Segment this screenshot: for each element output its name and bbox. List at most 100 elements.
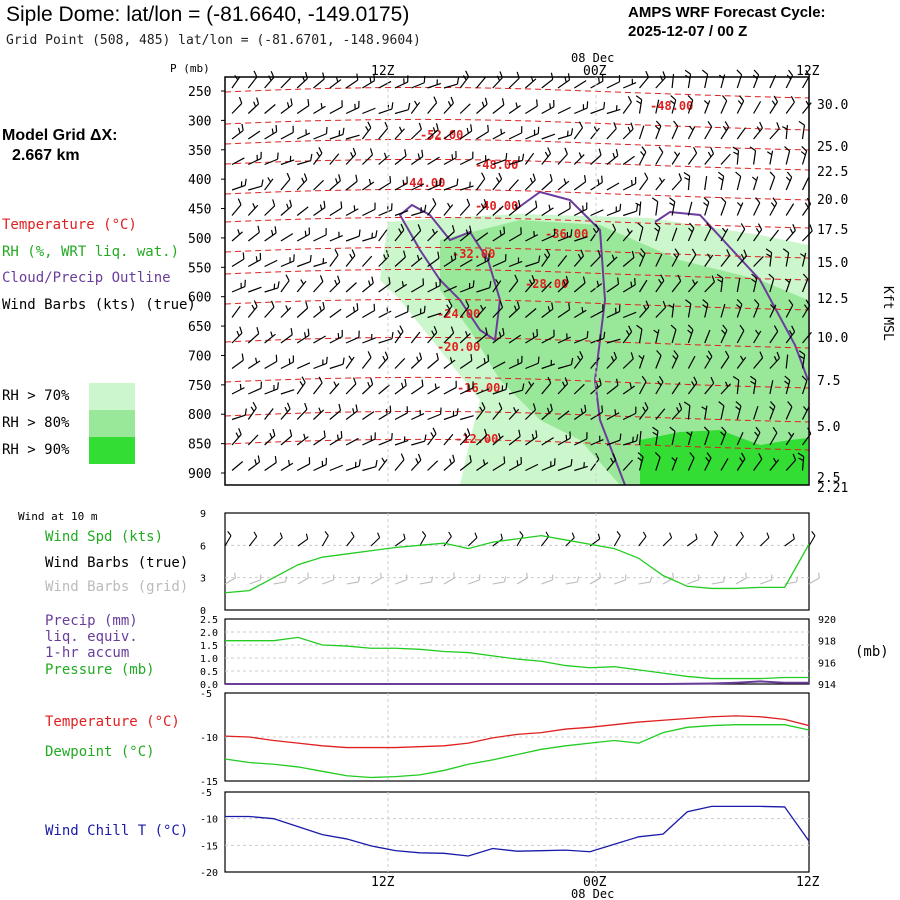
upper-wind-barb <box>735 401 742 420</box>
upper-wind-barb <box>638 146 647 165</box>
panel-tick-label: -15 <box>200 777 218 788</box>
upper-wind-barb <box>231 96 243 114</box>
upper-wind-barb <box>231 305 241 318</box>
upper-wind-barb <box>622 382 636 395</box>
pressure-tick-label: 450 <box>188 203 211 218</box>
wind-panel-frame <box>224 512 810 611</box>
upper-wind-barb <box>378 457 388 471</box>
upper-wind-barb <box>701 69 709 89</box>
upper-wind-barb <box>736 249 748 267</box>
upper-wind-barb <box>702 299 709 318</box>
upper-wind-barb <box>280 459 294 472</box>
upper-wind-barb <box>427 228 438 242</box>
upper-wind-barb <box>231 252 245 268</box>
upper-wind-barb <box>753 299 760 318</box>
upper-wind-barb <box>557 128 574 140</box>
upper-wind-barb <box>668 303 675 318</box>
upper-wind-barb <box>606 338 621 344</box>
upper-wind-barb <box>345 205 359 217</box>
upper-wind-barb <box>785 401 793 420</box>
upper-wind-barb <box>362 334 376 344</box>
upper-wind-barb <box>296 301 309 318</box>
height-ticks: 30.0 25.0 22.5 20.0 17.5 15.0 12.5 10.0 7.5 5.0 2.… <box>817 98 848 496</box>
upper-wind-barb <box>411 183 425 191</box>
upper-wind-barb <box>524 403 537 420</box>
upper-wind-barb <box>736 299 743 318</box>
upper-wind-barb <box>427 312 442 319</box>
upper-wind-barb <box>798 350 806 369</box>
upper-wind-barb <box>362 107 376 115</box>
upper-wind-barb <box>687 279 699 293</box>
upper-wind-barb <box>411 305 426 319</box>
upper-wind-barb <box>427 278 441 293</box>
upper-wind-barb <box>508 274 519 293</box>
upper-wind-barb <box>525 231 539 242</box>
temperature-contour <box>224 138 810 151</box>
upper-wind-barb <box>785 354 789 369</box>
upper-wind-barb <box>557 377 569 395</box>
panel-tick-label: -15 <box>200 841 218 852</box>
upper-wind-barb <box>654 222 661 242</box>
model-grid-label: Model Grid ΔX: <box>2 127 118 144</box>
upper-wind-barb <box>720 121 730 140</box>
upper-wind-barb <box>410 331 421 344</box>
upper-wind-barb <box>524 173 536 191</box>
upper-wind-barb <box>280 172 291 191</box>
upper-wind-barb <box>264 281 280 293</box>
rh90-area <box>640 430 808 485</box>
panel-tick-label: 1.5 <box>200 641 218 652</box>
upper-wind-barb <box>410 122 422 140</box>
windchill-panel-grid: -5 -10 -15 -20 <box>200 788 809 879</box>
upper-wind-barb <box>541 174 553 191</box>
surface-wind-barb <box>297 533 309 547</box>
upper-wind-barb <box>590 435 604 446</box>
upper-wind-barb <box>573 175 587 191</box>
top-tick-00z: 00Z <box>583 64 607 79</box>
upper-wind-barb <box>345 437 359 446</box>
upper-wind-barb <box>753 351 764 369</box>
upper-wind-barb <box>313 258 328 268</box>
upper-wind-barb <box>459 381 474 395</box>
height-tick-label: 25.0 <box>817 140 848 155</box>
temperature-labels: -48.00-52.00-48.00-44.00-40.00-36.00-32.… <box>402 99 693 446</box>
upper-wind-barb <box>345 355 355 369</box>
upper-wind-barb <box>798 120 806 140</box>
upper-wind-barb <box>720 95 728 114</box>
upper-wind-barb <box>362 202 376 217</box>
upper-wind-barb <box>329 357 345 370</box>
upper-wind-barb <box>264 177 274 191</box>
upper-wind-barb <box>557 302 571 318</box>
legend-rh80-swatch <box>89 410 135 437</box>
upper-wind-barb <box>683 401 691 420</box>
upper-wind-barb <box>313 147 323 165</box>
upper-wind-barb <box>639 402 649 420</box>
upper-wind-barb <box>427 197 437 216</box>
upper-wind-barb <box>264 300 275 318</box>
upper-wind-barb <box>720 426 727 446</box>
upper-wind-barb <box>785 171 793 191</box>
upper-wind-barb <box>345 377 357 395</box>
upper-wind-barb <box>459 103 471 114</box>
upper-wind-barb <box>476 280 492 293</box>
upper-wind-barb <box>769 95 779 114</box>
pressure-right-tick: 916 <box>818 658 836 669</box>
upper-wind-barb <box>736 355 747 369</box>
upper-wind-barb <box>313 72 325 89</box>
upper-wind-barb <box>525 430 538 446</box>
upper-wind-barb <box>231 123 244 140</box>
surface-wind-barb-grid <box>516 572 528 585</box>
upper-wind-barb <box>280 402 291 420</box>
upper-wind-barb <box>655 253 663 267</box>
height-tick-label: 7.5 <box>817 374 840 389</box>
upper-wind-barb <box>622 155 635 165</box>
upper-wind-barb <box>378 433 393 446</box>
upper-wind-barb <box>573 121 584 140</box>
surface-wind-barb <box>370 532 381 547</box>
upper-wind-barb <box>785 431 795 446</box>
upper-wind-barb <box>280 254 295 268</box>
surface-wind-barb-grid <box>370 572 382 585</box>
upper-wind-barb <box>687 222 695 242</box>
upper-wind-barb <box>508 200 521 216</box>
legend-rh90-label: RH > 90% <box>2 442 70 458</box>
upper-wind-barb <box>492 71 503 89</box>
